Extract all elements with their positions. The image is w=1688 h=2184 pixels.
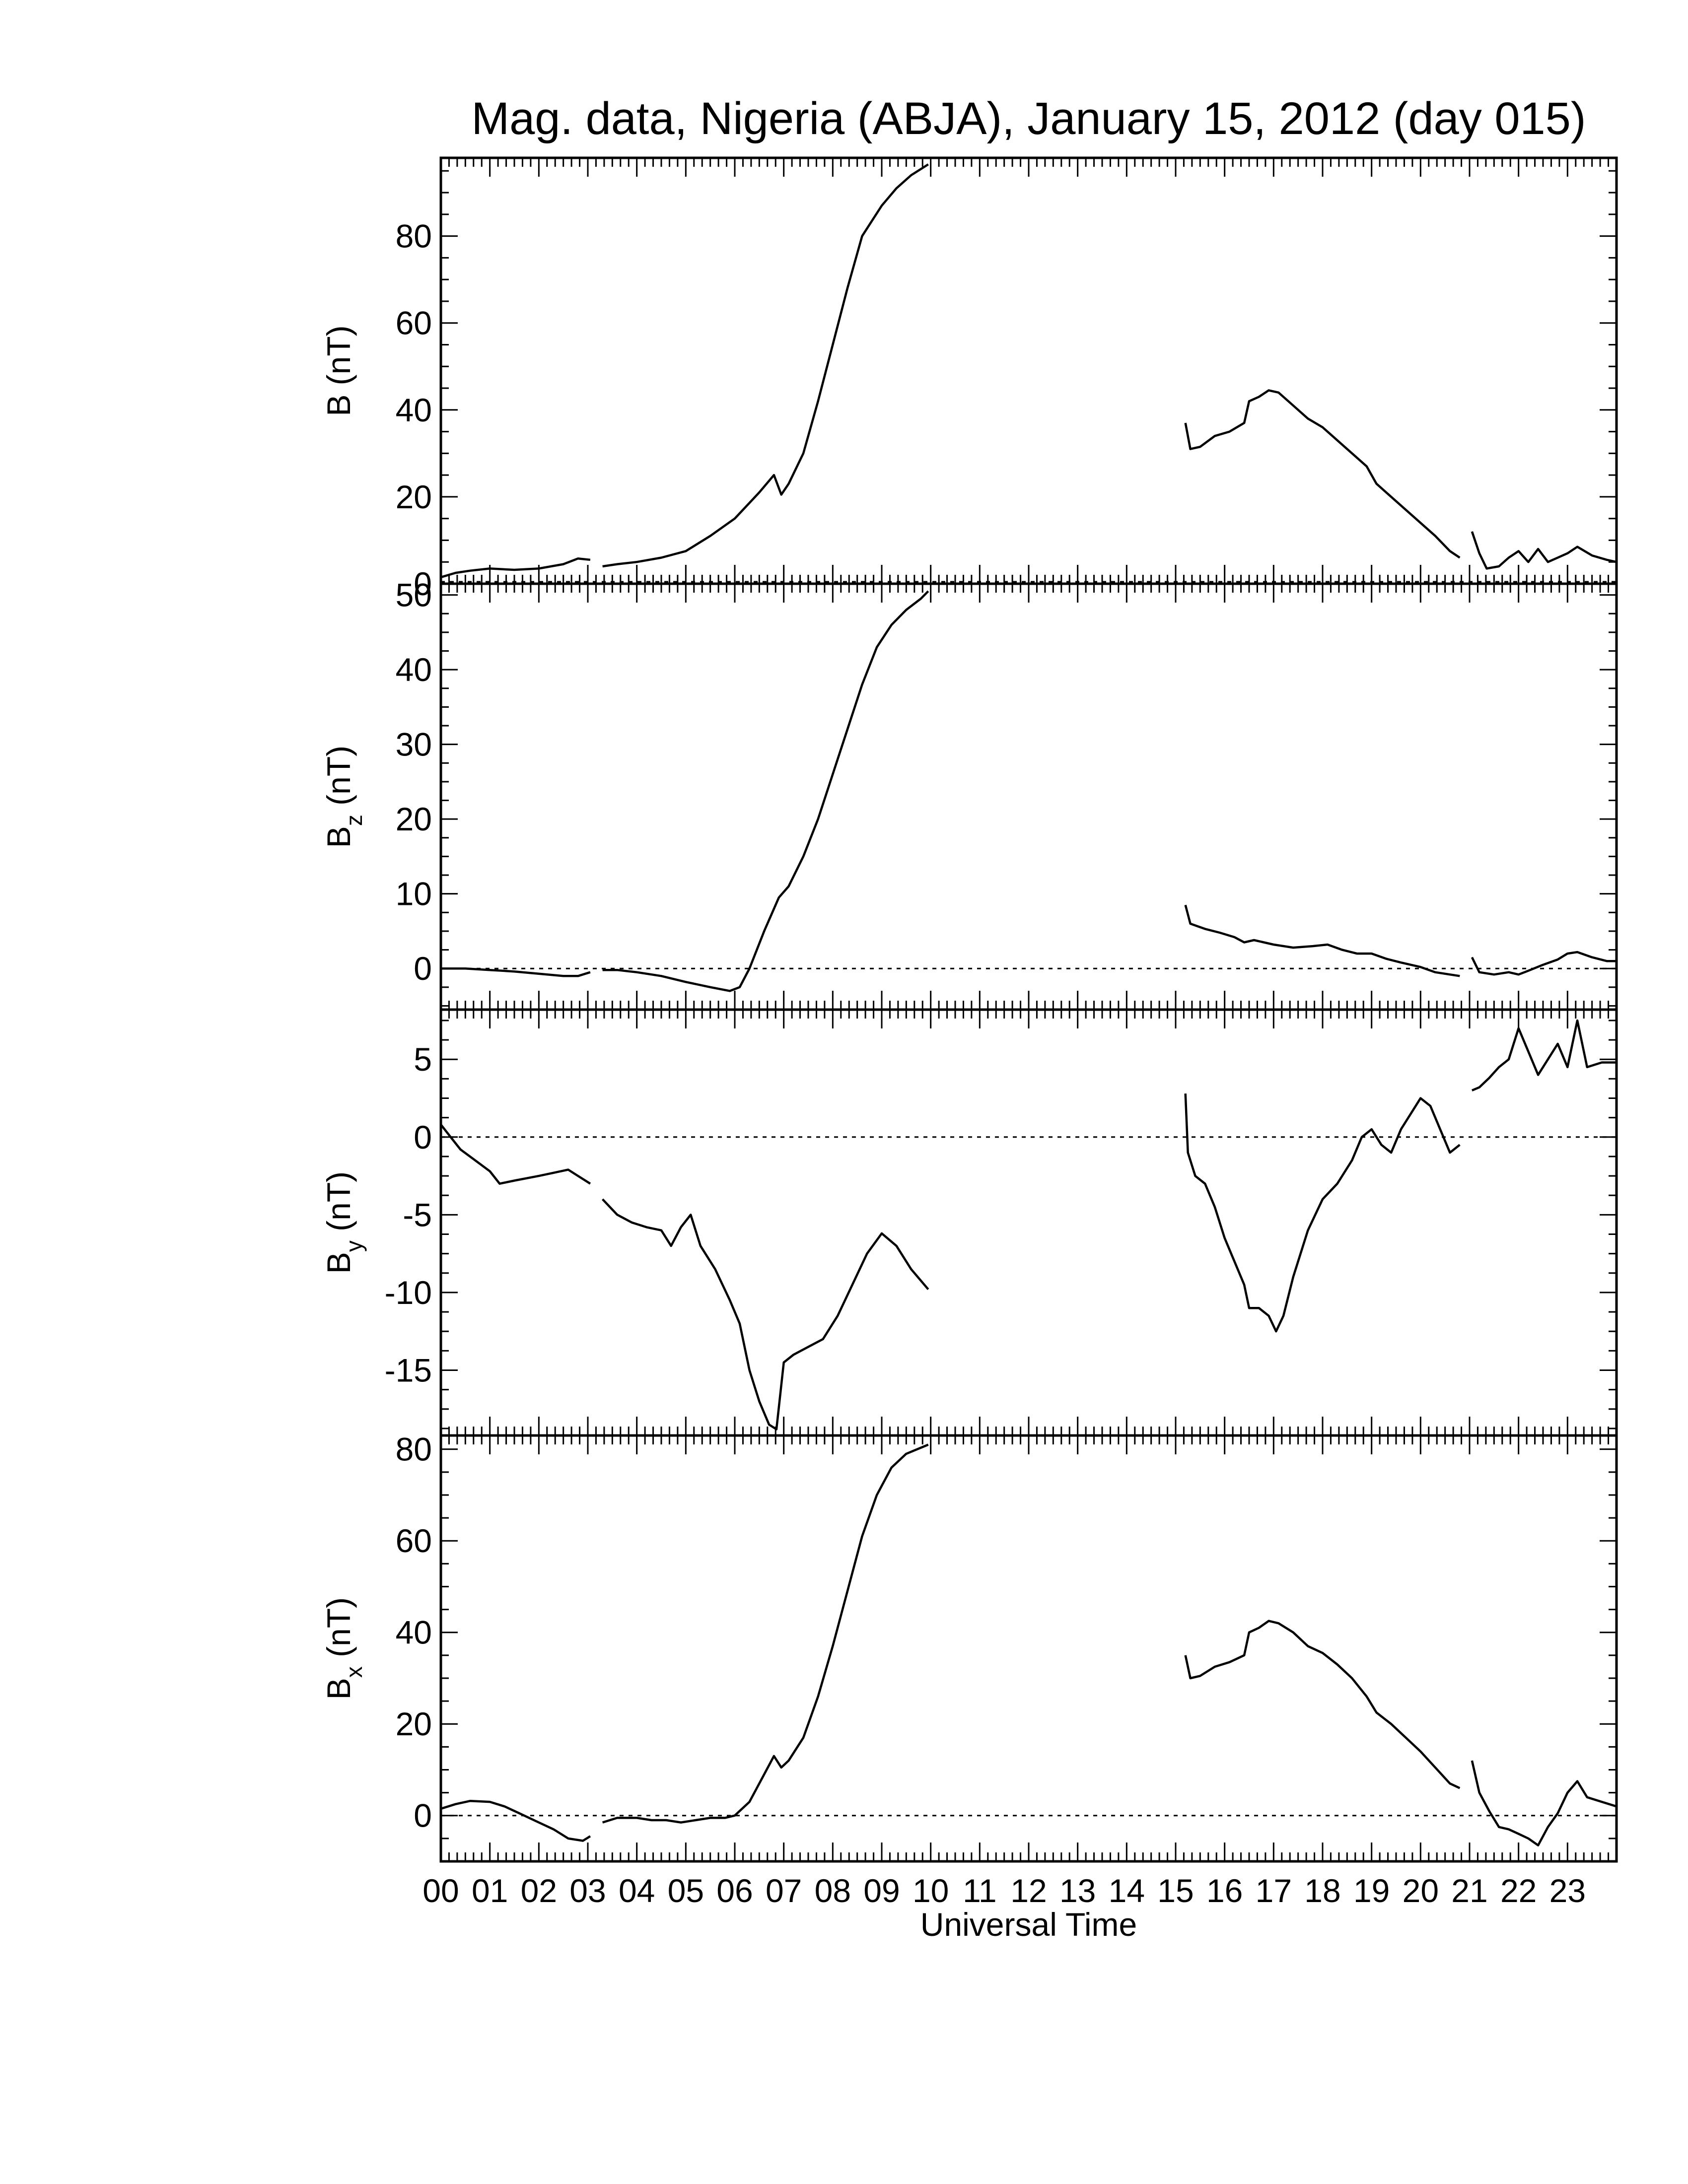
x-tick-label: 23 bbox=[1549, 1872, 1586, 1909]
x-tick-label: 00 bbox=[422, 1872, 459, 1909]
y-axis-label-B: B (nT) bbox=[320, 325, 357, 416]
x-tick-label: 22 bbox=[1500, 1872, 1537, 1909]
x-tick-label: 21 bbox=[1451, 1872, 1487, 1909]
y-tick-label: 0 bbox=[414, 1797, 432, 1834]
x-tick-label: 04 bbox=[619, 1872, 655, 1909]
series-By-segment-1 bbox=[440, 1124, 591, 1185]
y-tick-label: 30 bbox=[396, 726, 432, 763]
y-tick-label: 10 bbox=[396, 876, 432, 912]
x-tick-label: 06 bbox=[716, 1872, 753, 1909]
series-Bx-segment-1 bbox=[440, 1799, 591, 1842]
panel-frame-B bbox=[439, 156, 1618, 585]
y-tick-label: 40 bbox=[396, 1614, 432, 1651]
panel-Bx: 0 20 40 60 80 Bx (nT) bbox=[320, 1431, 1618, 1863]
series-B-segment-3 bbox=[1184, 389, 1461, 559]
y-tick-label: 80 bbox=[396, 218, 432, 255]
chart-title: Mag. data, Nigeria (ABJA), January 15, 2… bbox=[472, 93, 1586, 144]
x-tick-label: 09 bbox=[863, 1872, 900, 1909]
panel-frame-By bbox=[439, 1008, 1618, 1437]
series-B-segment-4 bbox=[1471, 531, 1617, 570]
x-tick-label: 18 bbox=[1304, 1872, 1340, 1909]
y-tick-label: 0 bbox=[414, 950, 432, 987]
x-tick-label: 15 bbox=[1157, 1872, 1194, 1909]
y-axis-label-Bx: Bx (nT) bbox=[320, 1597, 367, 1700]
x-tick-label: 17 bbox=[1256, 1872, 1292, 1909]
series-Bx-segment-3 bbox=[1184, 1620, 1461, 1789]
y-tick-label: 20 bbox=[396, 1706, 432, 1742]
x-tick-label: 11 bbox=[963, 1872, 997, 1909]
x-tick-label: 05 bbox=[668, 1872, 704, 1909]
panel-Bz: 0 10 20 30 40 50 Bz (nT) bbox=[320, 577, 1618, 1011]
series-Bz-segment-4 bbox=[1471, 951, 1617, 976]
series-By-segment-2 bbox=[601, 1198, 929, 1431]
x-tick-label: 16 bbox=[1206, 1872, 1243, 1909]
y-tick-label: 80 bbox=[396, 1431, 432, 1468]
panel-By: -15 -10 -5 0 5 By (nT) bbox=[320, 1008, 1618, 1437]
panel-frame-Bx bbox=[439, 1434, 1618, 1863]
x-tick-label: 08 bbox=[815, 1872, 851, 1909]
series-Bz-segment-3 bbox=[1184, 904, 1460, 977]
series-Bz-segment-1 bbox=[441, 967, 591, 977]
series-Bx-segment-2 bbox=[602, 1443, 929, 1824]
x-axis-label: Universal Time bbox=[920, 1906, 1137, 1943]
y-axis-label-Bz: Bz (nT) bbox=[320, 746, 367, 848]
x-tick-label: 13 bbox=[1059, 1872, 1096, 1909]
series-B-segment-2 bbox=[602, 163, 929, 568]
x-tick-label: 10 bbox=[913, 1872, 949, 1909]
x-tick-label: 14 bbox=[1109, 1872, 1145, 1909]
y-tick-label: 40 bbox=[396, 651, 432, 688]
y-tick-label: -10 bbox=[385, 1274, 432, 1311]
y-tick-label: 60 bbox=[396, 1522, 432, 1559]
series-Bx-segment-4 bbox=[1471, 1760, 1617, 1846]
series-Bz-segment-2 bbox=[602, 590, 929, 992]
series-B-segment-1 bbox=[440, 557, 591, 579]
series-By-segment-3 bbox=[1184, 1093, 1461, 1333]
y-tick-label: 5 bbox=[414, 1041, 432, 1078]
x-tick-label: 19 bbox=[1353, 1872, 1390, 1909]
y-axis-label-By: By (nT) bbox=[320, 1171, 367, 1274]
y-tick-label: 0 bbox=[414, 1119, 432, 1156]
y-tick-label: -5 bbox=[403, 1196, 432, 1233]
y-tick-label: 0 bbox=[414, 565, 432, 602]
y-tick-label: 20 bbox=[396, 801, 432, 837]
x-tick-label: 12 bbox=[1010, 1872, 1047, 1909]
panel-B: 0 20 40 60 80 B (nT) bbox=[320, 156, 1618, 602]
y-tick-label: 40 bbox=[396, 392, 432, 428]
series-By-segment-4 bbox=[1472, 1019, 1617, 1092]
x-tick-label: 02 bbox=[521, 1872, 557, 1909]
y-tick-label: 50 bbox=[396, 577, 432, 614]
x-tick-label: 01 bbox=[472, 1872, 508, 1909]
y-tick-label: -15 bbox=[385, 1352, 432, 1388]
x-tick-label: 07 bbox=[766, 1872, 802, 1909]
y-tick-label: 60 bbox=[396, 305, 432, 341]
y-tick-label: 20 bbox=[396, 478, 432, 515]
x-tick-label: 03 bbox=[569, 1872, 606, 1909]
x-tick-label: 20 bbox=[1403, 1872, 1439, 1909]
panel-frame-Bz bbox=[439, 582, 1618, 1011]
